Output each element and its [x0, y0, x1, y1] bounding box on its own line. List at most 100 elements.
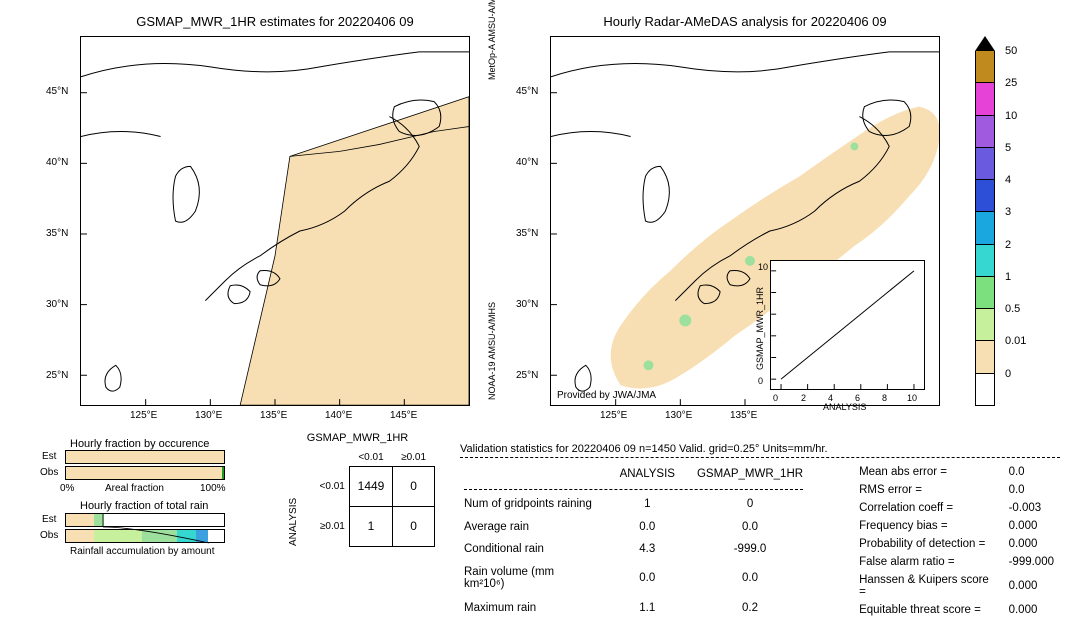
stat-value: 0.000	[1005, 518, 1058, 534]
colorbar-label: 3	[1005, 206, 1011, 218]
xaxis-left: 0%	[60, 483, 74, 494]
val-cell: 0.0	[695, 516, 821, 536]
val-row-label: Maximum rain	[462, 598, 616, 618]
val-col-header: ANALYSIS	[618, 464, 693, 484]
stat-value: 0.0	[1005, 464, 1058, 480]
lon-tick: 140°E	[325, 410, 352, 421]
bar-segment	[196, 530, 209, 542]
stat-value: 0.0	[1005, 482, 1058, 498]
colorbar-label: 0.01	[1005, 335, 1026, 347]
lat-tick: 35°N	[46, 228, 68, 239]
colorbar-label: 5	[1005, 142, 1011, 154]
totalrain-footer: Rainfall accumulation by amount	[70, 546, 215, 557]
colorbar-segment	[975, 180, 995, 212]
lat-tick: 30°N	[516, 299, 538, 310]
bar-segment	[142, 530, 177, 542]
colorbar: 502510543210.50.010	[975, 36, 995, 406]
val-cell: 1	[618, 494, 693, 514]
colorbar-triangle	[975, 36, 995, 51]
map-left-svg	[81, 37, 469, 405]
val-row-label: Rain volume (mm km²10⁶)	[462, 561, 616, 596]
obs-occurrence-bar	[65, 466, 225, 480]
matrix-col-header: ≥0.01	[393, 450, 435, 466]
bar-segment	[66, 514, 94, 526]
matrix-cell: 0	[393, 466, 435, 506]
stat-label: Frequency bias =	[855, 518, 1003, 534]
totalrain-title: Hourly fraction of total rain	[80, 500, 208, 512]
matrix-title: GSMAP_MWR_1HR	[280, 432, 435, 444]
colorbar-segment	[975, 83, 995, 115]
val-row-label: Num of gridpoints raining	[462, 494, 616, 514]
validation-panel: Validation statistics for 20220406 09 n=…	[460, 443, 1060, 620]
obs-totalrain-bar	[65, 529, 225, 543]
val-cell: 0.0	[618, 516, 693, 536]
matrix-side-label: ANALYSIS	[288, 498, 299, 546]
colorbar-segment	[975, 374, 995, 406]
est-occurrence-bar	[65, 450, 225, 464]
stat-value: 0.000	[1005, 572, 1058, 600]
stat-label: Hanssen & Kuipers score =	[855, 572, 1003, 600]
xaxis-mid: Areal fraction	[105, 483, 164, 494]
lon-tick: 145°E	[390, 410, 417, 421]
map-right-title: Hourly Radar-AMeDAS analysis for 2022040…	[550, 14, 940, 29]
stat-label: RMS error =	[855, 482, 1003, 498]
inset-xtick: 0	[773, 393, 778, 403]
inset-ytick: 0	[758, 376, 763, 386]
colorbar-label: 1	[1005, 271, 1011, 283]
val-cell: 0	[695, 494, 821, 514]
bar-segment	[94, 530, 141, 542]
lon-tick: 130°E	[665, 410, 692, 421]
satellite-note-2: NOAA-19 AMSU-A/MHS	[487, 302, 497, 400]
matrix-row-header: <0.01	[305, 466, 349, 506]
inset-ylabel: GSMAP_MWR_1HR	[755, 287, 765, 370]
val-cell: 1.1	[618, 598, 693, 618]
colorbar-segment	[975, 245, 995, 277]
val-col-header: GSMAP_MWR_1HR	[695, 464, 821, 484]
val-cell: 0.0	[695, 561, 821, 596]
matrix-col-header: <0.01	[349, 450, 392, 466]
map-left	[80, 36, 470, 406]
lat-tick: 45°N	[516, 86, 538, 97]
stat-value: 0.000	[1005, 602, 1058, 618]
colorbar-segment	[975, 148, 995, 180]
colorbar-segment	[975, 212, 995, 244]
lat-tick: 40°N	[46, 157, 68, 168]
colorbar-label: 10	[1005, 110, 1017, 122]
map-left-title: GSMAP_MWR_1HR estimates for 20220406 09	[80, 14, 470, 29]
scatter-inset	[770, 260, 925, 390]
lat-tick: 25°N	[516, 370, 538, 381]
est-totalrain-bar	[65, 513, 225, 527]
matrix-cell: 0	[393, 506, 435, 546]
val-row-label: Conditional rain	[462, 539, 616, 559]
validation-title: Validation statistics for 20220406 09 n=…	[460, 443, 1060, 455]
stat-label: False alarm ratio =	[855, 554, 1003, 570]
colorbar-segment	[975, 341, 995, 373]
lon-tick: 125°E	[600, 410, 627, 421]
val-cell: 0.0	[618, 561, 693, 596]
colorbar-segment	[975, 277, 995, 309]
stat-value: -0.003	[1005, 500, 1058, 516]
matrix-row-header: ≥0.01	[305, 506, 349, 546]
bar-label: Est	[42, 451, 56, 462]
colorbar-segment	[975, 309, 995, 341]
inset-xtick: 2	[801, 393, 806, 403]
matrix-cell: 1449	[349, 466, 392, 506]
satellite-note-1: MetOp-A AMSU-A/MHS	[487, 0, 497, 80]
colorbar-label: 0	[1005, 368, 1011, 380]
lat-tick: 40°N	[516, 157, 538, 168]
val-cell: -999.0	[695, 539, 821, 559]
stat-label: Mean abs error =	[855, 464, 1003, 480]
val-cell: 4.3	[618, 539, 693, 559]
provider-label: Provided by JWA/JMA	[557, 390, 656, 401]
occurrence-title: Hourly fraction by occurence	[70, 438, 209, 450]
stat-label: Probability of detection =	[855, 536, 1003, 552]
stat-label: Correlation coeff =	[855, 500, 1003, 516]
xaxis-right: 100%	[200, 483, 226, 494]
lat-tick: 25°N	[46, 370, 68, 381]
contingency-matrix: GSMAP_MWR_1HR ANALYSIS <0.01 ≥0.01 <0.01…	[280, 450, 435, 547]
inset-xtick: 10	[907, 393, 917, 403]
colorbar-segment	[975, 51, 995, 83]
stat-label: Equitable threat score =	[855, 602, 1003, 618]
colorbar-label: 2	[1005, 239, 1011, 251]
lon-tick: 130°E	[195, 410, 222, 421]
